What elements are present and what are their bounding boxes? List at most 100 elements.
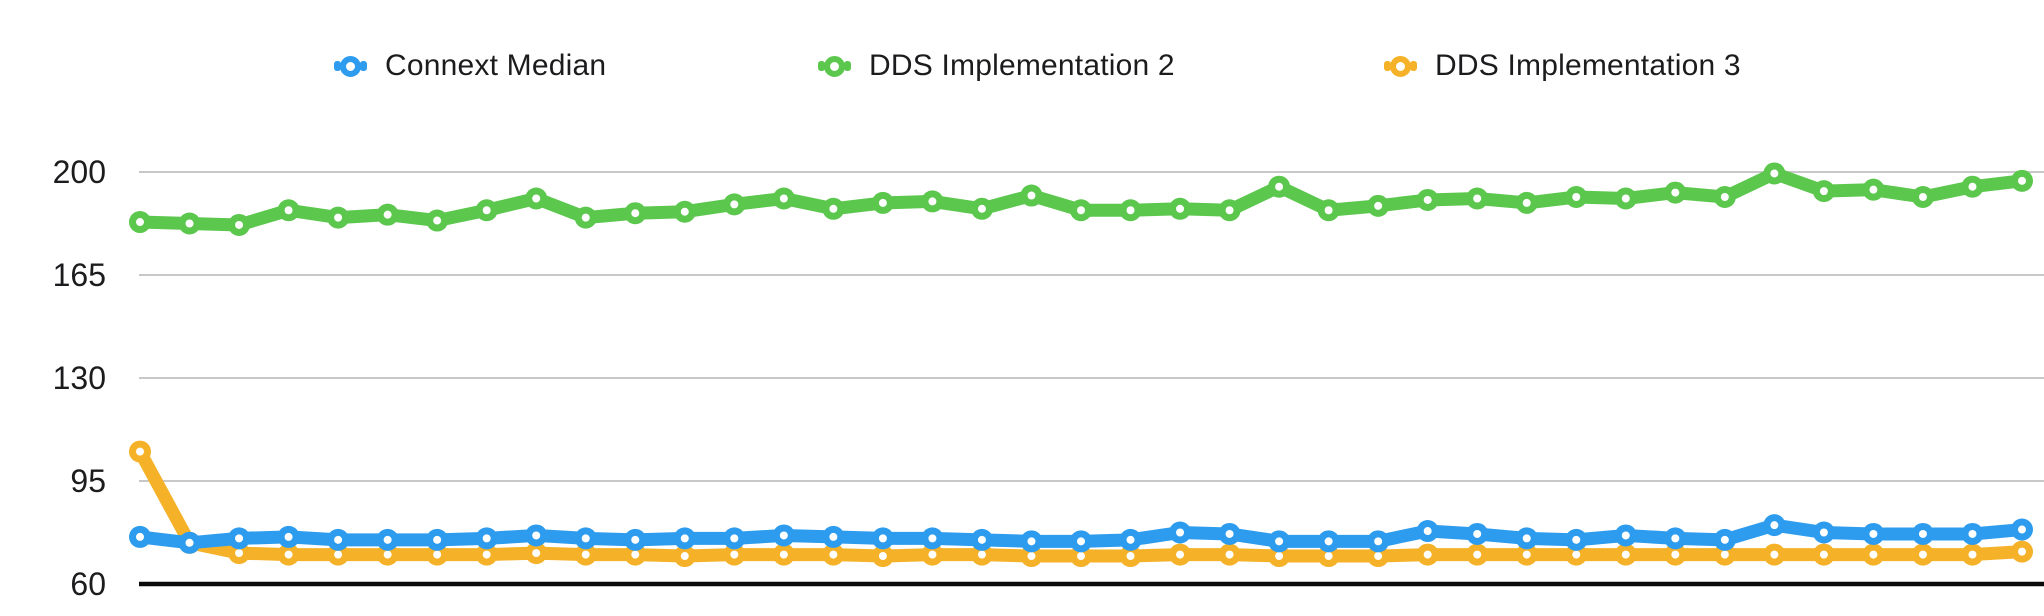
data-point-marker-center	[1918, 550, 1927, 559]
data-point-marker-center	[1077, 206, 1085, 215]
data-point-marker-center	[1027, 552, 1036, 561]
data-point-marker-center	[1473, 529, 1482, 538]
data-point-marker-center	[383, 535, 392, 544]
data-point-marker-center	[1374, 537, 1383, 546]
data-point-marker-center	[1968, 550, 1977, 559]
data-point-marker-center	[1473, 194, 1482, 203]
data-point-marker-center	[433, 535, 442, 544]
data-point-marker-center	[779, 550, 788, 559]
y-tick-label-200: 200	[53, 154, 106, 190]
data-point-marker-center	[185, 538, 194, 547]
data-point-marker-center	[235, 534, 244, 543]
data-point-marker-center	[482, 534, 491, 543]
data-point-marker-center	[1968, 529, 1977, 538]
data-point-marker-center	[1572, 193, 1581, 202]
data-point-marker-center	[878, 198, 887, 207]
data-point-marker-center	[334, 535, 343, 544]
data-point-marker-center	[680, 207, 689, 216]
data-point-marker-center	[1522, 198, 1531, 207]
data-point-marker-center	[1225, 206, 1234, 215]
data-point-marker-center	[1720, 550, 1729, 559]
data-point-marker-center	[1324, 206, 1333, 215]
data-point-marker-center	[284, 206, 293, 215]
data-point-marker-center	[433, 216, 442, 225]
data-point-marker-center	[829, 550, 838, 559]
data-point-marker-center	[730, 550, 739, 559]
data-point-marker-center	[829, 204, 838, 213]
legend-item-dds-implementation-2: DDS Implementation 2	[812, 48, 1175, 84]
data-point-marker-center	[779, 531, 788, 540]
data-point-marker-center	[532, 194, 541, 203]
gridlines	[139, 171, 2044, 587]
data-point-marker-center	[532, 549, 541, 558]
data-point-marker-center	[1770, 550, 1779, 559]
data-point-marker-center	[185, 219, 194, 228]
data-point-marker-center	[1077, 552, 1085, 561]
data-point-marker-center	[334, 213, 343, 222]
data-point-marker-center	[1423, 195, 1432, 204]
data-point-marker-center	[1126, 206, 1135, 215]
data-point-marker-center	[235, 549, 244, 558]
data-point-marker-center	[1572, 550, 1581, 559]
data-point-marker-center	[1275, 537, 1284, 546]
data-point-marker-center	[878, 534, 887, 543]
data-point-marker-center	[482, 550, 491, 559]
legend-label: DDS Implementation 2	[869, 49, 1175, 82]
data-point-marker-center	[136, 218, 144, 227]
data-point-marker-center	[1423, 527, 1432, 536]
data-point-marker-center	[1968, 182, 1977, 191]
data-point-marker-center	[1126, 552, 1135, 561]
data-point-marker-center	[235, 220, 244, 229]
y-tick-label-95: 95	[70, 463, 106, 499]
series-dds-implementation-3	[129, 440, 2033, 568]
data-point-marker-center	[1621, 194, 1630, 203]
data-point-marker-center	[581, 550, 590, 559]
data-point-marker-center	[631, 535, 640, 544]
data-point-marker-center	[1027, 537, 1036, 546]
data-point-marker-center	[730, 200, 739, 209]
data-point-marker-center	[1770, 169, 1779, 178]
data-point-marker-center	[1720, 193, 1729, 202]
data-point-marker-center	[829, 532, 838, 541]
data-point-marker-center	[2018, 547, 2026, 556]
data-point-marker-center	[1918, 529, 1927, 538]
data-point-marker-center	[730, 534, 739, 543]
connext-median-marker-icon	[340, 55, 361, 77]
data-point-marker-center	[433, 550, 442, 559]
data-point-marker-center	[1176, 550, 1185, 559]
data-point-marker-center	[581, 213, 590, 222]
legend-label: Connext Median	[385, 49, 607, 82]
data-point-marker-center	[1671, 534, 1680, 543]
data-point-marker-center	[1671, 188, 1680, 197]
data-point-marker-center	[1275, 182, 1284, 191]
data-point-marker-center	[1423, 550, 1432, 559]
data-point-marker-center	[779, 194, 788, 203]
data-point-marker-center	[1027, 191, 1036, 200]
data-point-marker-center	[1275, 552, 1284, 561]
legend-item-connext-median: Connext Median	[328, 48, 606, 84]
data-point-marker-center	[928, 550, 937, 559]
data-point-marker-center	[2018, 176, 2026, 185]
data-point-marker-center	[1126, 535, 1135, 544]
data-point-marker-center	[1671, 550, 1680, 559]
data-point-marker-center	[1374, 552, 1383, 561]
data-point-marker-center	[928, 534, 937, 543]
legend-item-dds-implementation-3: DDS Implementation 3	[1378, 48, 1741, 84]
data-point-marker-center	[383, 210, 392, 219]
data-point-marker-center	[1819, 550, 1828, 559]
data-point-marker-center	[1522, 534, 1531, 543]
data-point-marker-center	[1374, 201, 1383, 210]
data-point-marker-center	[1621, 550, 1630, 559]
data-point-marker-center	[136, 447, 144, 456]
data-point-marker-center	[680, 534, 689, 543]
data-point-marker-center	[1522, 550, 1531, 559]
data-point-marker-center	[1225, 529, 1234, 538]
dds-implementation-3-marker-icon	[1390, 55, 1411, 77]
data-point-marker-center	[1324, 537, 1333, 546]
data-point-marker-center	[878, 552, 887, 561]
data-point-marker-center	[284, 532, 293, 541]
data-point-marker-center	[581, 534, 590, 543]
data-point-marker-center	[977, 550, 986, 559]
